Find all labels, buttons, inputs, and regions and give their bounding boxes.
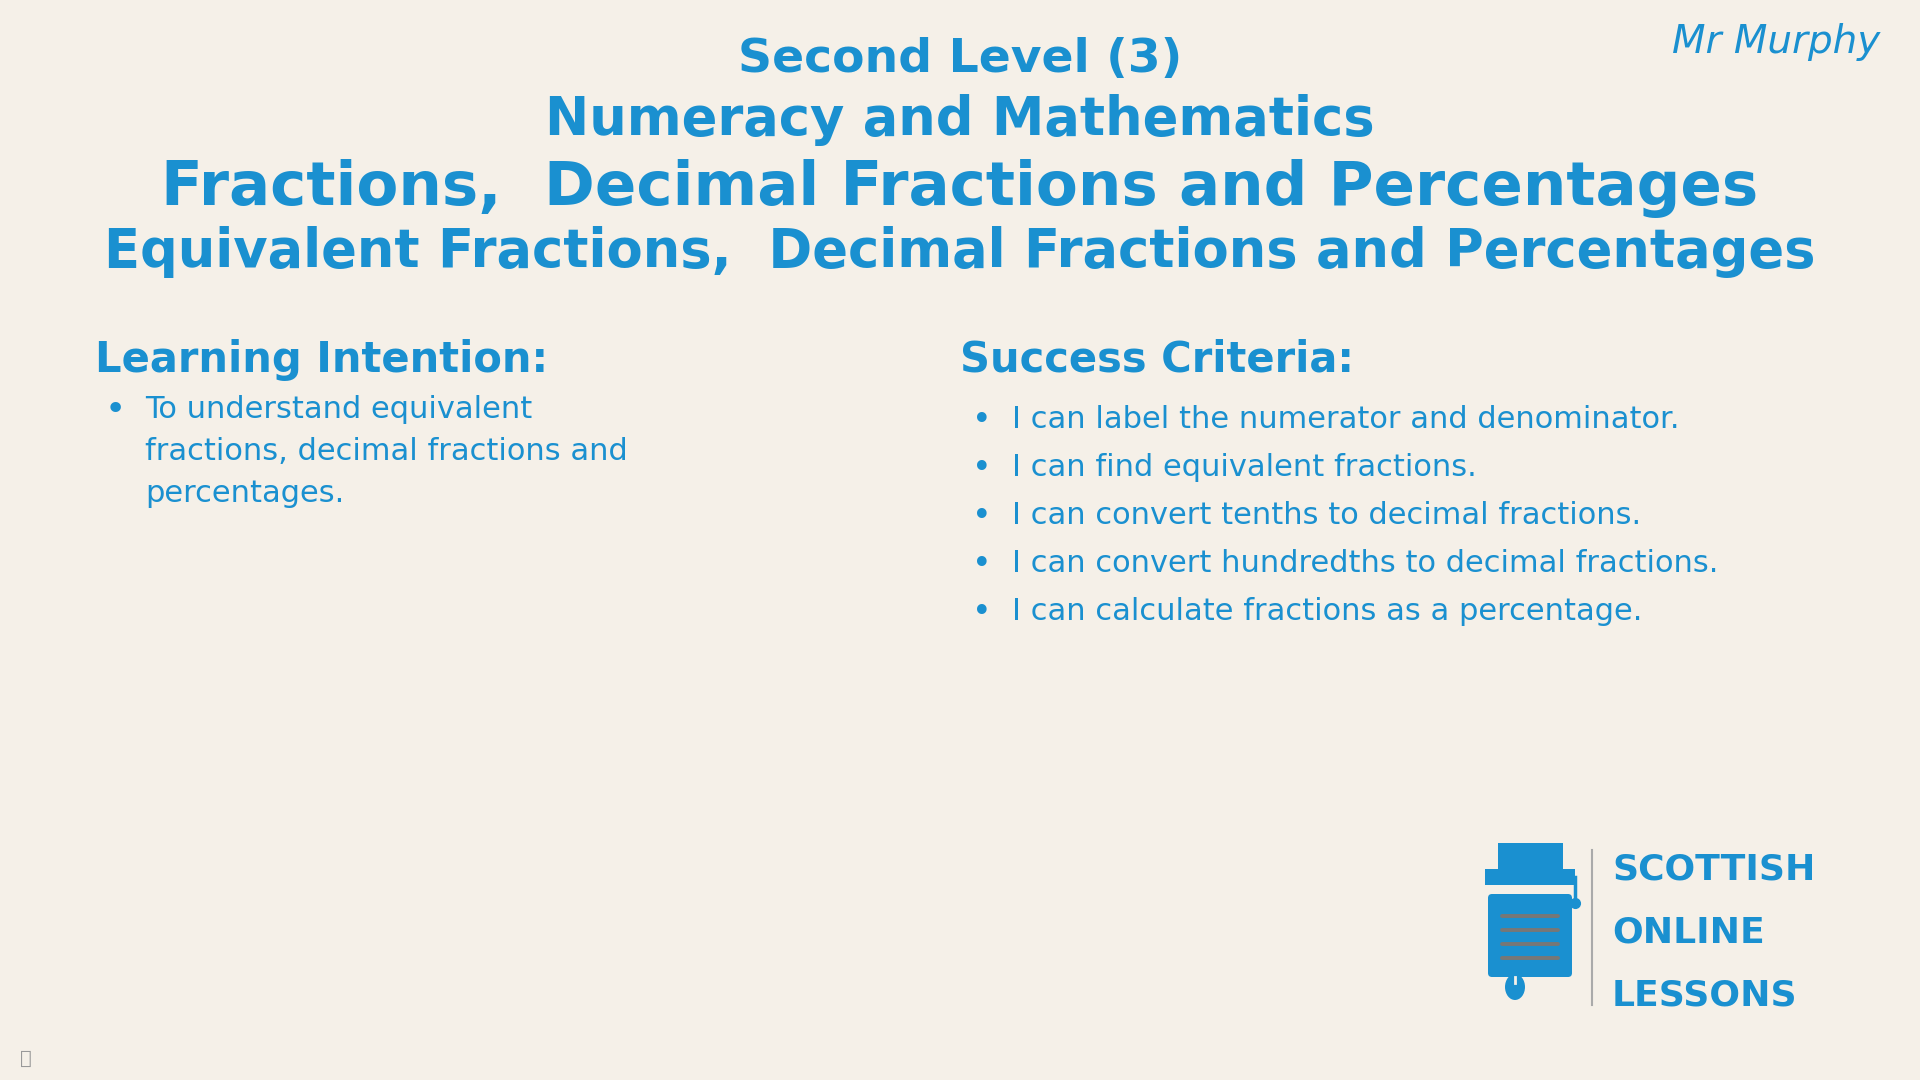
FancyBboxPatch shape <box>1498 843 1563 869</box>
Text: percentages.: percentages. <box>146 480 344 509</box>
Text: Equivalent Fractions,  Decimal Fractions and Percentages: Equivalent Fractions, Decimal Fractions … <box>104 226 1816 278</box>
Text: ONLINE: ONLINE <box>1613 916 1764 949</box>
Text: •: • <box>972 548 991 581</box>
Text: I can convert hundredths to decimal fractions.: I can convert hundredths to decimal frac… <box>1012 550 1718 579</box>
Text: To understand equivalent: To understand equivalent <box>146 395 532 424</box>
FancyBboxPatch shape <box>1484 869 1574 885</box>
Text: Second Level (3): Second Level (3) <box>737 38 1183 82</box>
Text: •: • <box>106 393 127 427</box>
Text: •: • <box>972 499 991 532</box>
Ellipse shape <box>1505 974 1524 1000</box>
Text: Learning Intention:: Learning Intention: <box>94 339 547 381</box>
Text: I can label the numerator and denominator.: I can label the numerator and denominato… <box>1012 405 1680 434</box>
Text: I can convert tenths to decimal fractions.: I can convert tenths to decimal fraction… <box>1012 501 1642 530</box>
Text: Success Criteria:: Success Criteria: <box>960 339 1354 381</box>
Text: Fractions,  Decimal Fractions and Percentages: Fractions, Decimal Fractions and Percent… <box>161 159 1759 217</box>
FancyBboxPatch shape <box>1488 894 1572 977</box>
Text: fractions, decimal fractions and: fractions, decimal fractions and <box>146 437 628 467</box>
Text: •: • <box>972 451 991 485</box>
Text: 🔈: 🔈 <box>19 1049 33 1067</box>
Text: SCOTTISH: SCOTTISH <box>1613 853 1816 887</box>
Text: Numeracy and Mathematics: Numeracy and Mathematics <box>545 94 1375 146</box>
Text: I can calculate fractions as a percentage.: I can calculate fractions as a percentag… <box>1012 597 1642 626</box>
Text: LESSONS: LESSONS <box>1613 978 1797 1012</box>
Text: •: • <box>972 595 991 629</box>
Text: Mr Murphy: Mr Murphy <box>1672 23 1880 60</box>
Text: •: • <box>972 404 991 436</box>
Text: I can find equivalent fractions.: I can find equivalent fractions. <box>1012 454 1476 483</box>
